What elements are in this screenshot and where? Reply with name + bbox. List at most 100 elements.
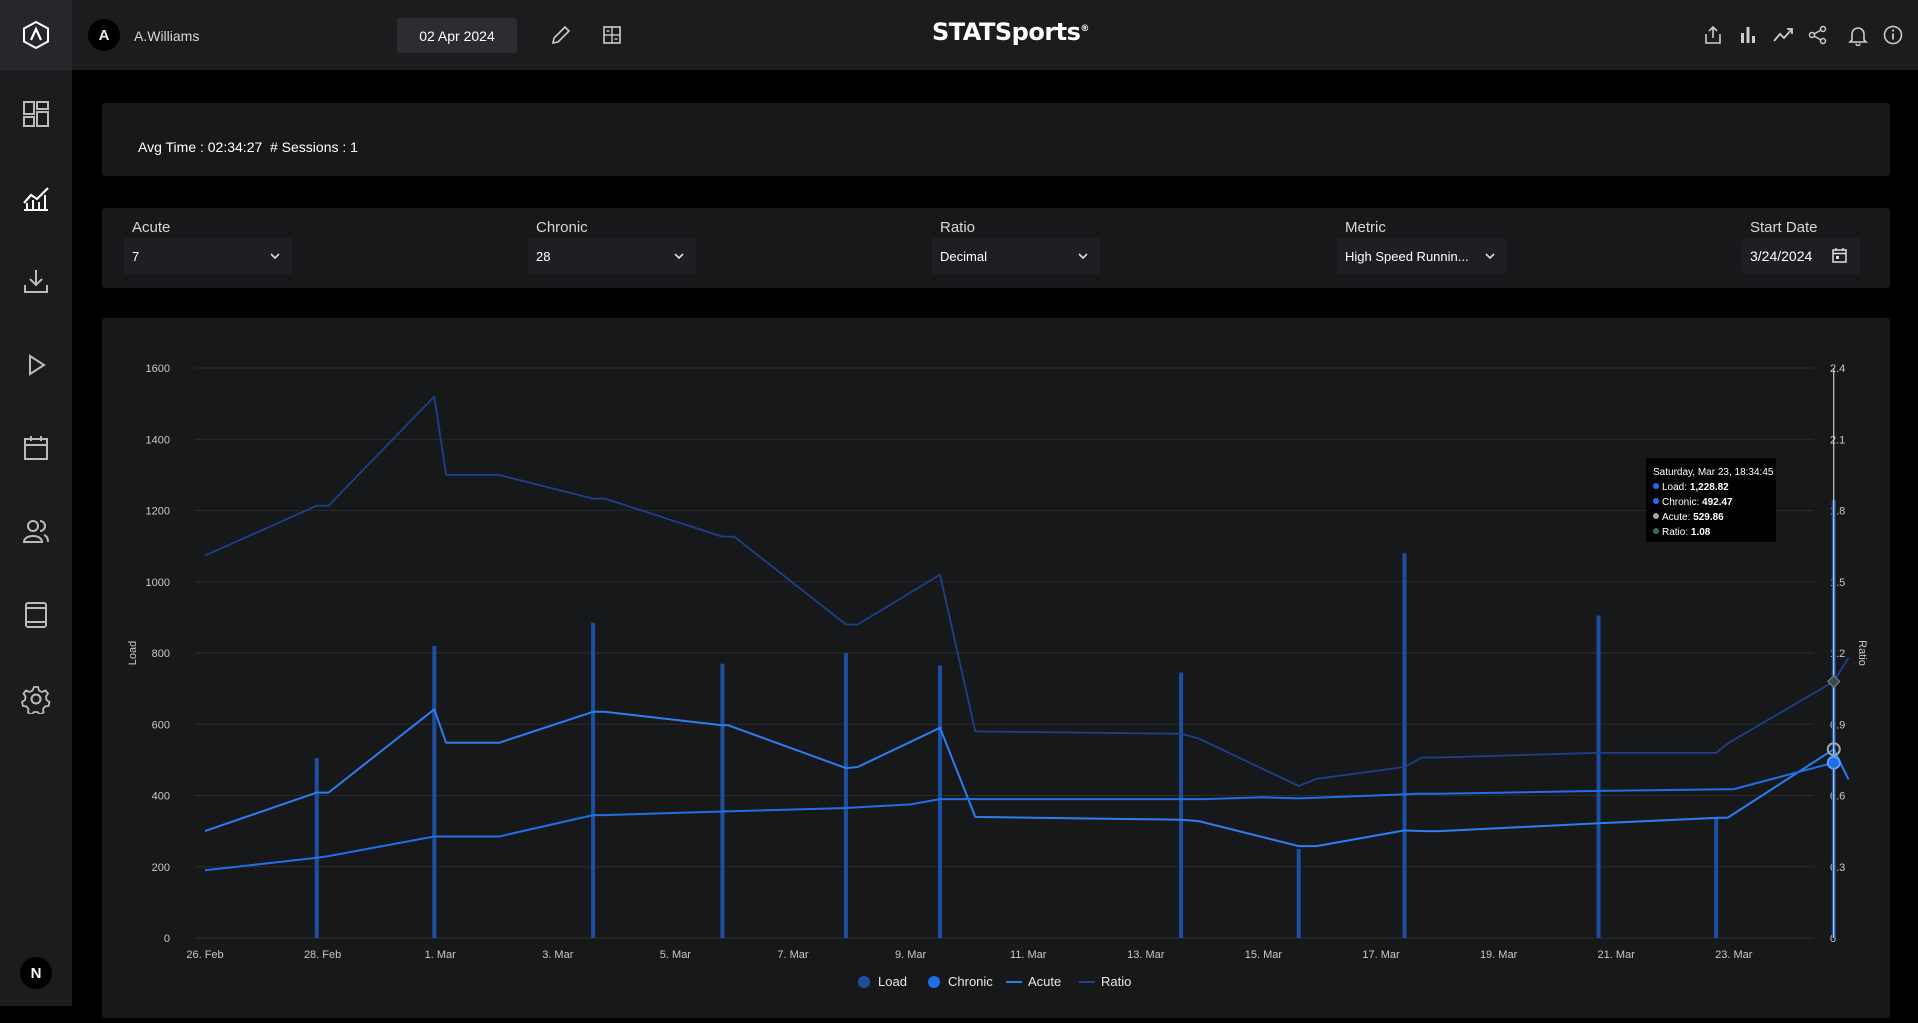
start-date-input[interactable]: 3/24/2024 <box>1742 238 1860 274</box>
acute-label: Acute <box>132 219 171 236</box>
chevron-down-icon <box>270 253 280 260</box>
athletes-icon[interactable] <box>0 501 72 561</box>
chronic-value: 28 <box>536 248 551 264</box>
tooltip-background <box>1646 458 1776 542</box>
info-icon[interactable] <box>1880 22 1906 48</box>
legend-marker <box>928 976 940 988</box>
y-tick-label: 1600 <box>146 363 170 375</box>
tablet-icon[interactable] <box>0 585 72 645</box>
acwr-chart: 0200400600800100012001400160000.30.60.91… <box>127 363 1868 989</box>
x-tick-label: 28. Feb <box>304 949 341 961</box>
y-tick-label: 800 <box>152 648 170 660</box>
chronic-label: Chronic <box>536 219 588 236</box>
acute-marker <box>1826 742 1841 757</box>
calendar-icon[interactable] <box>1831 247 1848 264</box>
tooltip-row-label: Load: <box>1662 482 1690 493</box>
date-picker-button[interactable]: 02 Apr 2024 <box>397 18 517 53</box>
ratio-label: Ratio <box>940 219 976 236</box>
acute-value: 7 <box>132 248 140 264</box>
account-avatar[interactable]: N <box>20 957 52 989</box>
user-name[interactable]: A.Williams <box>134 28 200 44</box>
chart-panel: 0 200 400 600 800 1000 1200 1400 1600 0 0.3 0.6 0.9 1… <box>102 318 1890 1018</box>
start-date-label: Start Date <box>1750 219 1818 236</box>
tooltip-title: Saturday, Mar 23, 18:34:45 <box>1653 467 1774 478</box>
x-tick-label: 21. Mar <box>1598 949 1636 961</box>
calendar-icon[interactable] <box>0 418 72 478</box>
load-bar <box>1179 672 1184 938</box>
share-icon[interactable] <box>1805 22 1831 48</box>
y-tick-label: 1000 <box>146 577 170 589</box>
y2-tick-label: 2.4 <box>1830 363 1845 375</box>
share-export-icon[interactable] <box>1700 22 1726 48</box>
y-tick-label: 1400 <box>146 434 170 446</box>
tooltip-row: Ratio: 1.08 <box>1662 527 1711 538</box>
y2-tick-label: 0 <box>1830 933 1836 945</box>
user-avatar[interactable]: A <box>88 19 120 51</box>
calculator-icon[interactable] <box>599 22 625 48</box>
tooltip-row-value: 1,228.82 <box>1690 482 1729 493</box>
x-tick-label: 5. Mar <box>660 949 692 961</box>
y-tick-label: 1200 <box>146 506 170 518</box>
x-tick-label: 19. Mar <box>1480 949 1518 961</box>
play-icon[interactable] <box>0 335 72 395</box>
x-tick-label: 11. Mar <box>1010 949 1047 961</box>
acute-select[interactable]: 7 <box>124 238 292 274</box>
load-bar <box>843 653 848 938</box>
x-tick-label: 9. Mar <box>895 949 927 961</box>
tooltip-row-value: 1.08 <box>1691 527 1711 538</box>
chronic-select[interactable]: 28 <box>528 238 696 274</box>
tooltip-row: Chronic: 492.47 <box>1662 497 1733 508</box>
avg-time-text: Avg Time : 02:34:27 <box>138 139 263 155</box>
y-tick-label: 200 <box>152 862 170 874</box>
x-tick-label: 1. Mar <box>425 949 457 961</box>
y-tick-label: 600 <box>152 719 170 731</box>
sidebar: N <box>0 0 72 1006</box>
trend-icon[interactable] <box>1770 22 1796 48</box>
tooltip-row-label: Ratio: <box>1662 527 1691 538</box>
ratio-value: Decimal <box>940 248 987 264</box>
load-bar <box>938 665 942 938</box>
bar-chart-icon[interactable] <box>1735 22 1761 48</box>
metric-value: High Speed Runnin... <box>1345 248 1469 264</box>
sessions-count-text: # Sessions : 1 <box>270 139 358 155</box>
download-icon[interactable] <box>0 251 72 311</box>
x-tick-label: 17. Mar <box>1362 949 1400 961</box>
load-bar <box>1402 553 1407 938</box>
tooltip-row-label: Chronic: <box>1662 497 1702 508</box>
y-tick-label: 0 <box>164 933 170 945</box>
x-tick-label: 13. Mar <box>1127 949 1165 961</box>
chronic-line <box>204 761 1835 872</box>
app-logo-icon[interactable] <box>0 0 72 70</box>
x-tick-label: 23. Mar <box>1715 949 1753 961</box>
load-bar <box>432 645 437 938</box>
settings-gear-icon[interactable] <box>0 669 72 729</box>
bell-icon[interactable] <box>1845 22 1871 48</box>
x-tick-label: 26. Feb <box>186 949 223 961</box>
tooltip-row-value: 492.47 <box>1702 497 1733 508</box>
chart-tooltip: Saturday, Mar 23, 18:34:45 Load: 1,228.82… <box>1646 458 1776 542</box>
analytics-icon[interactable] <box>0 168 72 228</box>
metric-select[interactable]: High Speed Runnin... <box>1337 238 1507 274</box>
legend-item-label: Load <box>878 974 907 989</box>
tooltip-row-label: Acute: <box>1662 512 1693 523</box>
top-bar: A A.Williams 02 Apr 2024 STATSports® <box>72 0 1918 70</box>
x-tick-label: 7. Mar <box>777 949 809 961</box>
statsports-logo: STATSports® <box>932 18 1089 46</box>
dashboard-icon[interactable] <box>0 84 72 144</box>
tooltip-dot <box>1653 483 1659 489</box>
tooltip-dot <box>1653 498 1659 504</box>
x-tick-label: 3. Mar <box>542 949 574 961</box>
session-stats-panel: Avg Time : 02:34:27 # Sessions : 1 <box>102 103 1890 176</box>
tooltip-dot <box>1653 513 1659 519</box>
legend-item-label: Ratio <box>1101 974 1131 989</box>
chevron-down-icon <box>1485 253 1495 260</box>
ratio-line <box>204 395 1850 787</box>
ratio-select[interactable]: Decimal <box>932 238 1100 274</box>
legend-item-label: Acute <box>1028 974 1061 989</box>
tooltip-row: Acute: 529.86 <box>1662 512 1724 523</box>
load-bar <box>1596 615 1601 938</box>
filters-panel: Acute 7 Chronic 28 Ratio Decimal Metric … <box>102 208 1890 288</box>
legend-item-label: Chronic <box>948 974 993 989</box>
pencil-icon[interactable] <box>548 22 574 48</box>
chevron-down-icon <box>1078 253 1088 260</box>
